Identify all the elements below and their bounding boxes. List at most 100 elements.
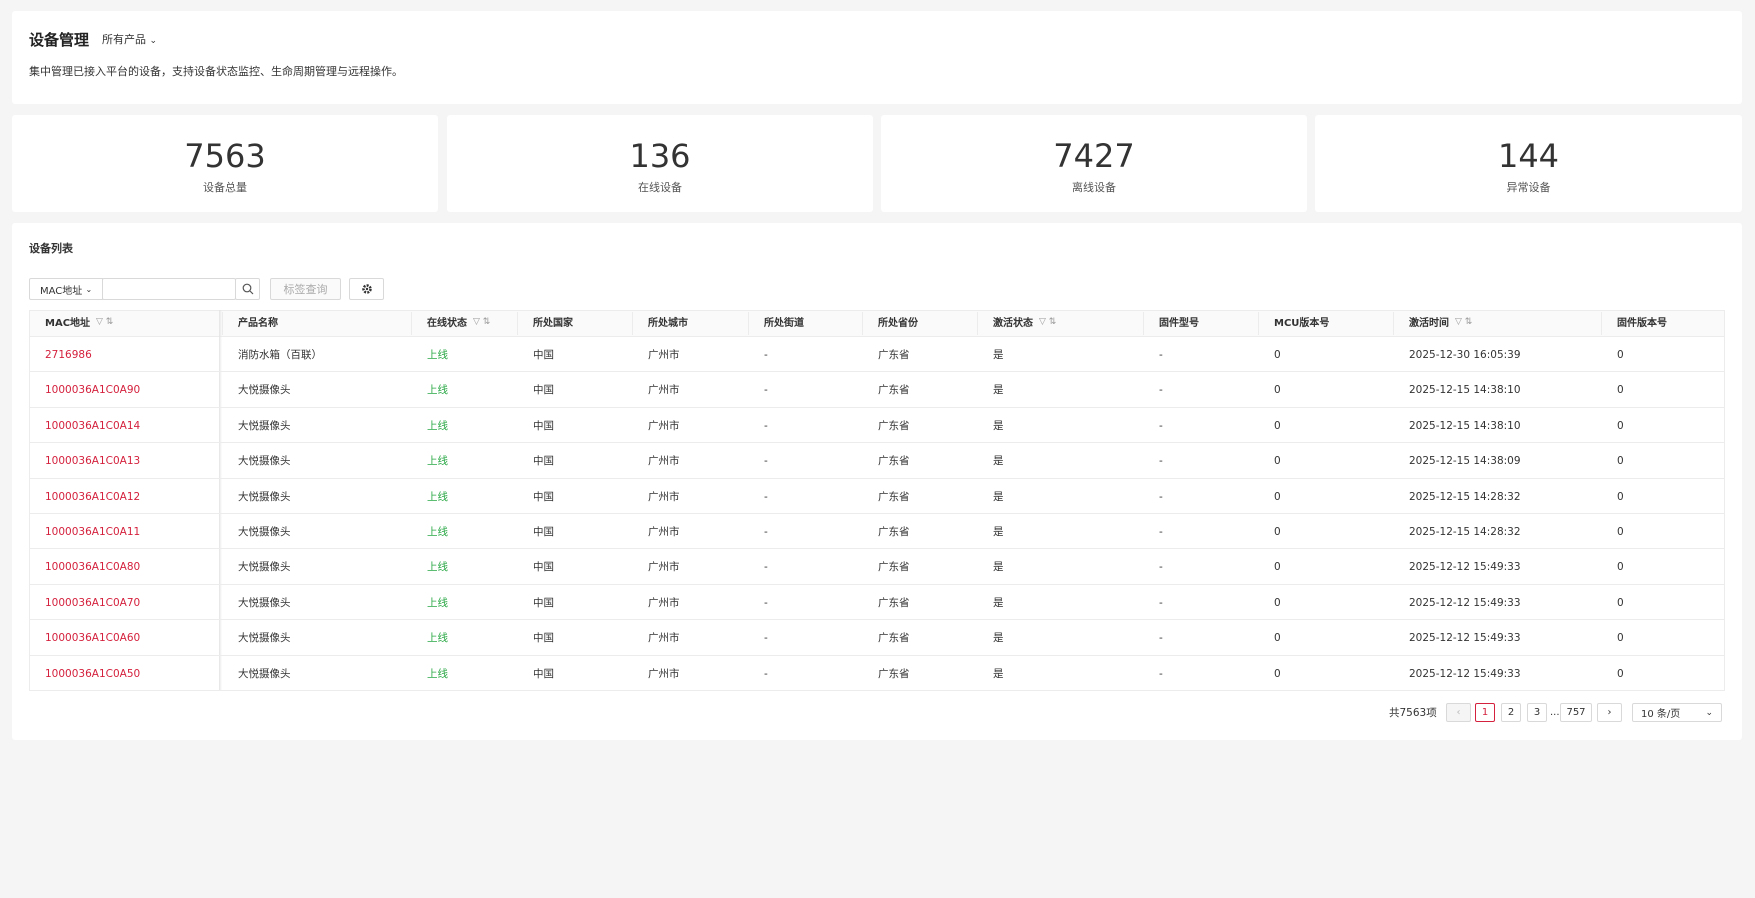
table-cell: 是: [993, 349, 1004, 361]
filter-sort-icons[interactable]: ▽ ⇅: [1455, 317, 1473, 327]
table-cell: 0: [1617, 561, 1624, 574]
column-header: 所处省份: [878, 318, 918, 329]
table-cell: 中国: [533, 455, 554, 468]
mac-link[interactable]: 1000036A1C0A80: [45, 561, 141, 574]
table-cell: -: [764, 667, 768, 680]
table-cell: 大悦摄像头: [238, 526, 291, 538]
table-cell: -: [764, 455, 768, 468]
column-header: 激活时间: [1409, 318, 1449, 329]
table-cell: 广州市: [648, 419, 680, 432]
settings-button[interactable]: [349, 278, 384, 300]
table-cell: -: [1159, 561, 1163, 574]
table-cell: 0: [1274, 384, 1281, 397]
list-title: 设备列表: [29, 242, 73, 255]
mac-link[interactable]: 1000036A1C0A12: [45, 490, 141, 503]
product-selector[interactable]: 所有产品 ⌄: [102, 33, 158, 46]
table-cell: -: [764, 384, 768, 397]
table-row: [29, 372, 1725, 408]
table-cell: 大悦摄像头: [238, 419, 291, 432]
search-input[interactable]: [102, 278, 236, 300]
table-cell: 大悦摄像头: [238, 596, 291, 609]
table-cell: 2025-12-15 14:38:09: [1409, 455, 1521, 468]
page-button[interactable]: 1: [1475, 703, 1495, 722]
table-cell: -: [1159, 384, 1163, 397]
table-cell: 广州市: [648, 632, 680, 645]
stat-card: 7427 离线设备: [881, 115, 1307, 212]
table-cell: 是: [993, 490, 1004, 503]
table-cell: 2025-12-30 16:05:39: [1409, 349, 1521, 361]
table-cell: 上线: [427, 490, 448, 503]
table-cell: 消防水箱（百联）: [238, 349, 322, 361]
column-header: 所处国家: [533, 318, 573, 329]
table-cell: -: [1159, 419, 1163, 432]
table-cell: 中国: [533, 384, 554, 397]
page-button[interactable]: 3: [1527, 703, 1547, 722]
filter-sort-icons[interactable]: ▽ ⇅: [473, 317, 491, 327]
filter-sort-icons[interactable]: ▽ ⇅: [96, 317, 114, 327]
table-cell: -: [1159, 455, 1163, 468]
mac-link[interactable]: 1000036A1C0A60: [45, 632, 141, 645]
table-cell: 广东省: [878, 526, 910, 538]
mac-link[interactable]: 1000036A1C0A90: [45, 384, 141, 397]
mac-link[interactable]: 1000036A1C0A70: [45, 596, 141, 609]
list-card: 设备列表 MAC地址 ⌄ 标签查询 MAC地址 ▽ ⇅ 产品名称 在线状态 ▽ ⇅ 所处国…: [12, 223, 1742, 740]
table-cell: 中国: [533, 632, 554, 645]
mac-link[interactable]: 1000036A1C0A13: [45, 455, 141, 468]
column-divider: [862, 312, 863, 335]
table-cell: 上线: [427, 419, 448, 432]
table-cell: 广东省: [878, 490, 910, 503]
next-button[interactable]: ›: [1597, 703, 1622, 722]
page-title: 设备管理: [29, 31, 90, 49]
prev-button[interactable]: ‹: [1446, 703, 1471, 722]
table-cell: 是: [993, 384, 1004, 397]
search-field-select[interactable]: MAC地址 ⌄: [29, 278, 103, 300]
table-cell: 广州市: [648, 561, 680, 574]
table-cell: 广州市: [648, 667, 680, 680]
table-row: [29, 407, 1725, 444]
table-row: [29, 655, 1725, 691]
page-size-select[interactable]: 10 条/页 ⌄: [1632, 703, 1722, 722]
table-cell: 是: [993, 561, 1004, 574]
product-selector-text: 所有产品: [102, 33, 146, 46]
column-header: 激活状态: [993, 318, 1033, 329]
table-cell: 0: [1617, 596, 1624, 609]
page-button[interactable]: 757: [1560, 703, 1592, 722]
column-header: 产品名称: [238, 318, 278, 329]
table-cell: -: [1159, 526, 1163, 538]
table-cell: 大悦摄像头: [238, 561, 291, 574]
tag-query-button[interactable]: 标签查询: [270, 278, 341, 300]
filter-sort-icons[interactable]: ▽ ⇅: [1039, 317, 1057, 327]
table-cell: 2025-12-12 15:49:33: [1409, 596, 1521, 609]
column-divider: [632, 312, 633, 335]
table-cell: 广东省: [878, 561, 910, 574]
table-cell: 广州市: [648, 384, 680, 397]
table-cell: 广州市: [648, 349, 680, 361]
stat-card: 7563 设备总量: [12, 115, 438, 212]
search-button[interactable]: [235, 278, 260, 300]
table-cell: 0: [1617, 667, 1624, 680]
table-cell: -: [1159, 490, 1163, 503]
description: 集中管理已接入平台的设备，支持设备状态监控、生命周期管理与远程操作。: [29, 65, 403, 78]
table-cell: 上线: [427, 667, 448, 680]
column-divider: [977, 312, 978, 335]
table-cell: 是: [993, 419, 1004, 432]
table-cell: -: [764, 490, 768, 503]
mac-link[interactable]: 2716986: [45, 349, 92, 361]
table-cell: 2025-12-15 14:28:32: [1409, 526, 1521, 538]
stat-card: 136 在线设备: [447, 115, 873, 212]
table-cell: 广州市: [648, 455, 680, 468]
mac-link[interactable]: 1000036A1C0A14: [45, 419, 141, 432]
table-cell: 0: [1617, 349, 1624, 361]
table-cell: -: [1159, 349, 1163, 361]
fixed-column-shadow: [219, 310, 222, 691]
table-cell: 是: [993, 596, 1004, 609]
mac-link[interactable]: 1000036A1C0A11: [45, 526, 141, 538]
table-cell: 0: [1274, 561, 1281, 574]
column-header: MCU版本号: [1274, 318, 1330, 329]
page-button[interactable]: 2: [1501, 703, 1521, 722]
table-cell: 上线: [427, 561, 448, 574]
table-cell: 广东省: [878, 596, 910, 609]
mac-link[interactable]: 1000036A1C0A50: [45, 667, 141, 680]
table-cell: 广东省: [878, 632, 910, 645]
